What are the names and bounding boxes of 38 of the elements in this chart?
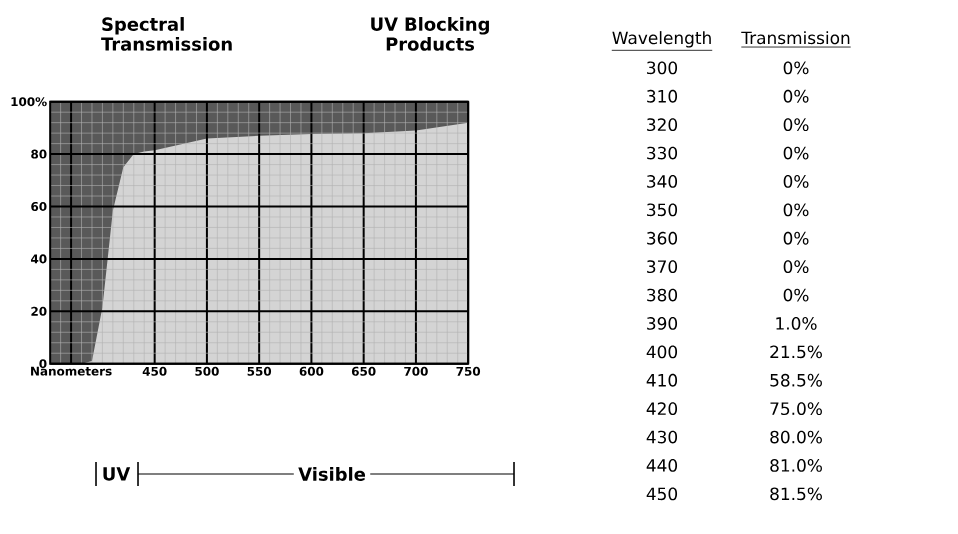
text: 0%: [783, 89, 809, 103]
text: 410: [646, 373, 678, 387]
text: 400: [646, 345, 678, 359]
text: UV: [103, 467, 131, 481]
text: 310: [647, 89, 678, 103]
text: 380: [647, 288, 678, 302]
text: 350: [647, 203, 678, 217]
text: 0%: [783, 231, 809, 245]
text: 300: [647, 61, 678, 75]
text: 81.5%: [770, 487, 822, 501]
text: 81.0%: [770, 459, 822, 472]
text: Wavelength: [612, 31, 711, 48]
text: 1.0%: [776, 317, 817, 330]
text: 0%: [783, 118, 809, 132]
chart-subtitle: UV Blocking Products: [371, 17, 489, 51]
text: 58.5%: [770, 373, 822, 387]
text: 450: [646, 487, 678, 501]
text: 420: [646, 402, 678, 416]
text: 75.0%: [770, 402, 822, 416]
text: 0%: [783, 175, 809, 188]
text: 430: [646, 430, 678, 444]
text: 340: [647, 175, 678, 188]
text: 80.0%: [770, 430, 822, 444]
text: Visible: [298, 467, 366, 481]
text: 390: [647, 317, 678, 330]
text: 21.5%: [770, 345, 822, 359]
text: 330: [647, 146, 678, 160]
text: 0%: [783, 203, 809, 217]
text: 370: [647, 260, 678, 274]
text: 360: [647, 231, 678, 245]
text: 0%: [783, 146, 809, 160]
text: 0%: [783, 61, 809, 75]
chart-title: Spectral Transmission: [101, 17, 232, 51]
text: Transmission: [741, 31, 850, 45]
text: 0%: [783, 288, 809, 302]
text: 320: [647, 118, 678, 132]
text: 440: [646, 459, 678, 472]
text: 0%: [783, 260, 809, 274]
